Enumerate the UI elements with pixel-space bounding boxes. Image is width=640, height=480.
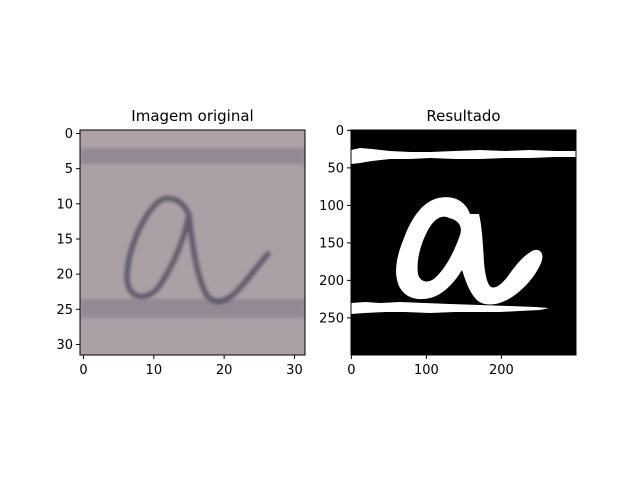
right-x-tick-label: 200 — [489, 363, 514, 378]
left-panel: Imagem original 0 10 20 30 0 5 10 15 20 25 30 — [56, 107, 306, 378]
left-y-tick-label: 0 — [65, 127, 73, 142]
right-y-tick-label: 250 — [319, 311, 344, 326]
left-x-tick-label: 0 — [79, 363, 87, 378]
right-y-ticks: 0 50 100 150 200 250 — [319, 124, 351, 326]
right-x-ticks: 0 100 200 — [347, 355, 514, 378]
left-y-tick-label: 30 — [56, 338, 73, 353]
left-y-ticks: 0 5 10 15 20 25 30 — [56, 127, 80, 353]
left-y-tick-label: 10 — [56, 197, 73, 212]
right-y-tick-label: 50 — [327, 161, 344, 176]
mask-letter-a-hole-upper — [417, 216, 461, 282]
ruled-line-top — [80, 148, 305, 164]
mask-line-top — [351, 148, 576, 164]
mask-letter-a-hole-lower — [455, 278, 468, 300]
mask-line-bottom — [351, 302, 549, 314]
left-x-tick-label: 30 — [286, 363, 303, 378]
left-x-tick-label: 20 — [216, 363, 233, 378]
right-y-tick-label: 100 — [319, 199, 344, 214]
left-y-tick-label: 20 — [56, 268, 73, 283]
right-panel-title: Resultado — [426, 107, 500, 125]
left-panel-title: Imagem original — [131, 107, 253, 125]
handwritten-letter-a — [124, 195, 271, 305]
left-y-tick-label: 5 — [65, 162, 73, 177]
right-y-tick-label: 150 — [319, 236, 344, 251]
right-image — [351, 130, 576, 355]
left-y-tick-label: 15 — [56, 232, 73, 247]
right-y-tick-label: 0 — [336, 124, 344, 139]
left-axes-frame — [79, 129, 306, 356]
right-y-tick-label: 200 — [319, 274, 344, 289]
right-x-tick-label: 100 — [414, 363, 439, 378]
left-x-tick-label: 10 — [146, 363, 163, 378]
right-panel: Resultado 0 100 200 0 50 100 150 200 250 — [319, 107, 577, 378]
left-x-ticks: 0 10 20 30 — [79, 355, 303, 378]
right-x-tick-label: 0 — [347, 363, 355, 378]
left-image — [80, 130, 305, 355]
ruled-line-bottom — [80, 299, 305, 318]
left-image-texture-top — [80, 130, 305, 148]
left-y-tick-label: 25 — [56, 303, 73, 318]
